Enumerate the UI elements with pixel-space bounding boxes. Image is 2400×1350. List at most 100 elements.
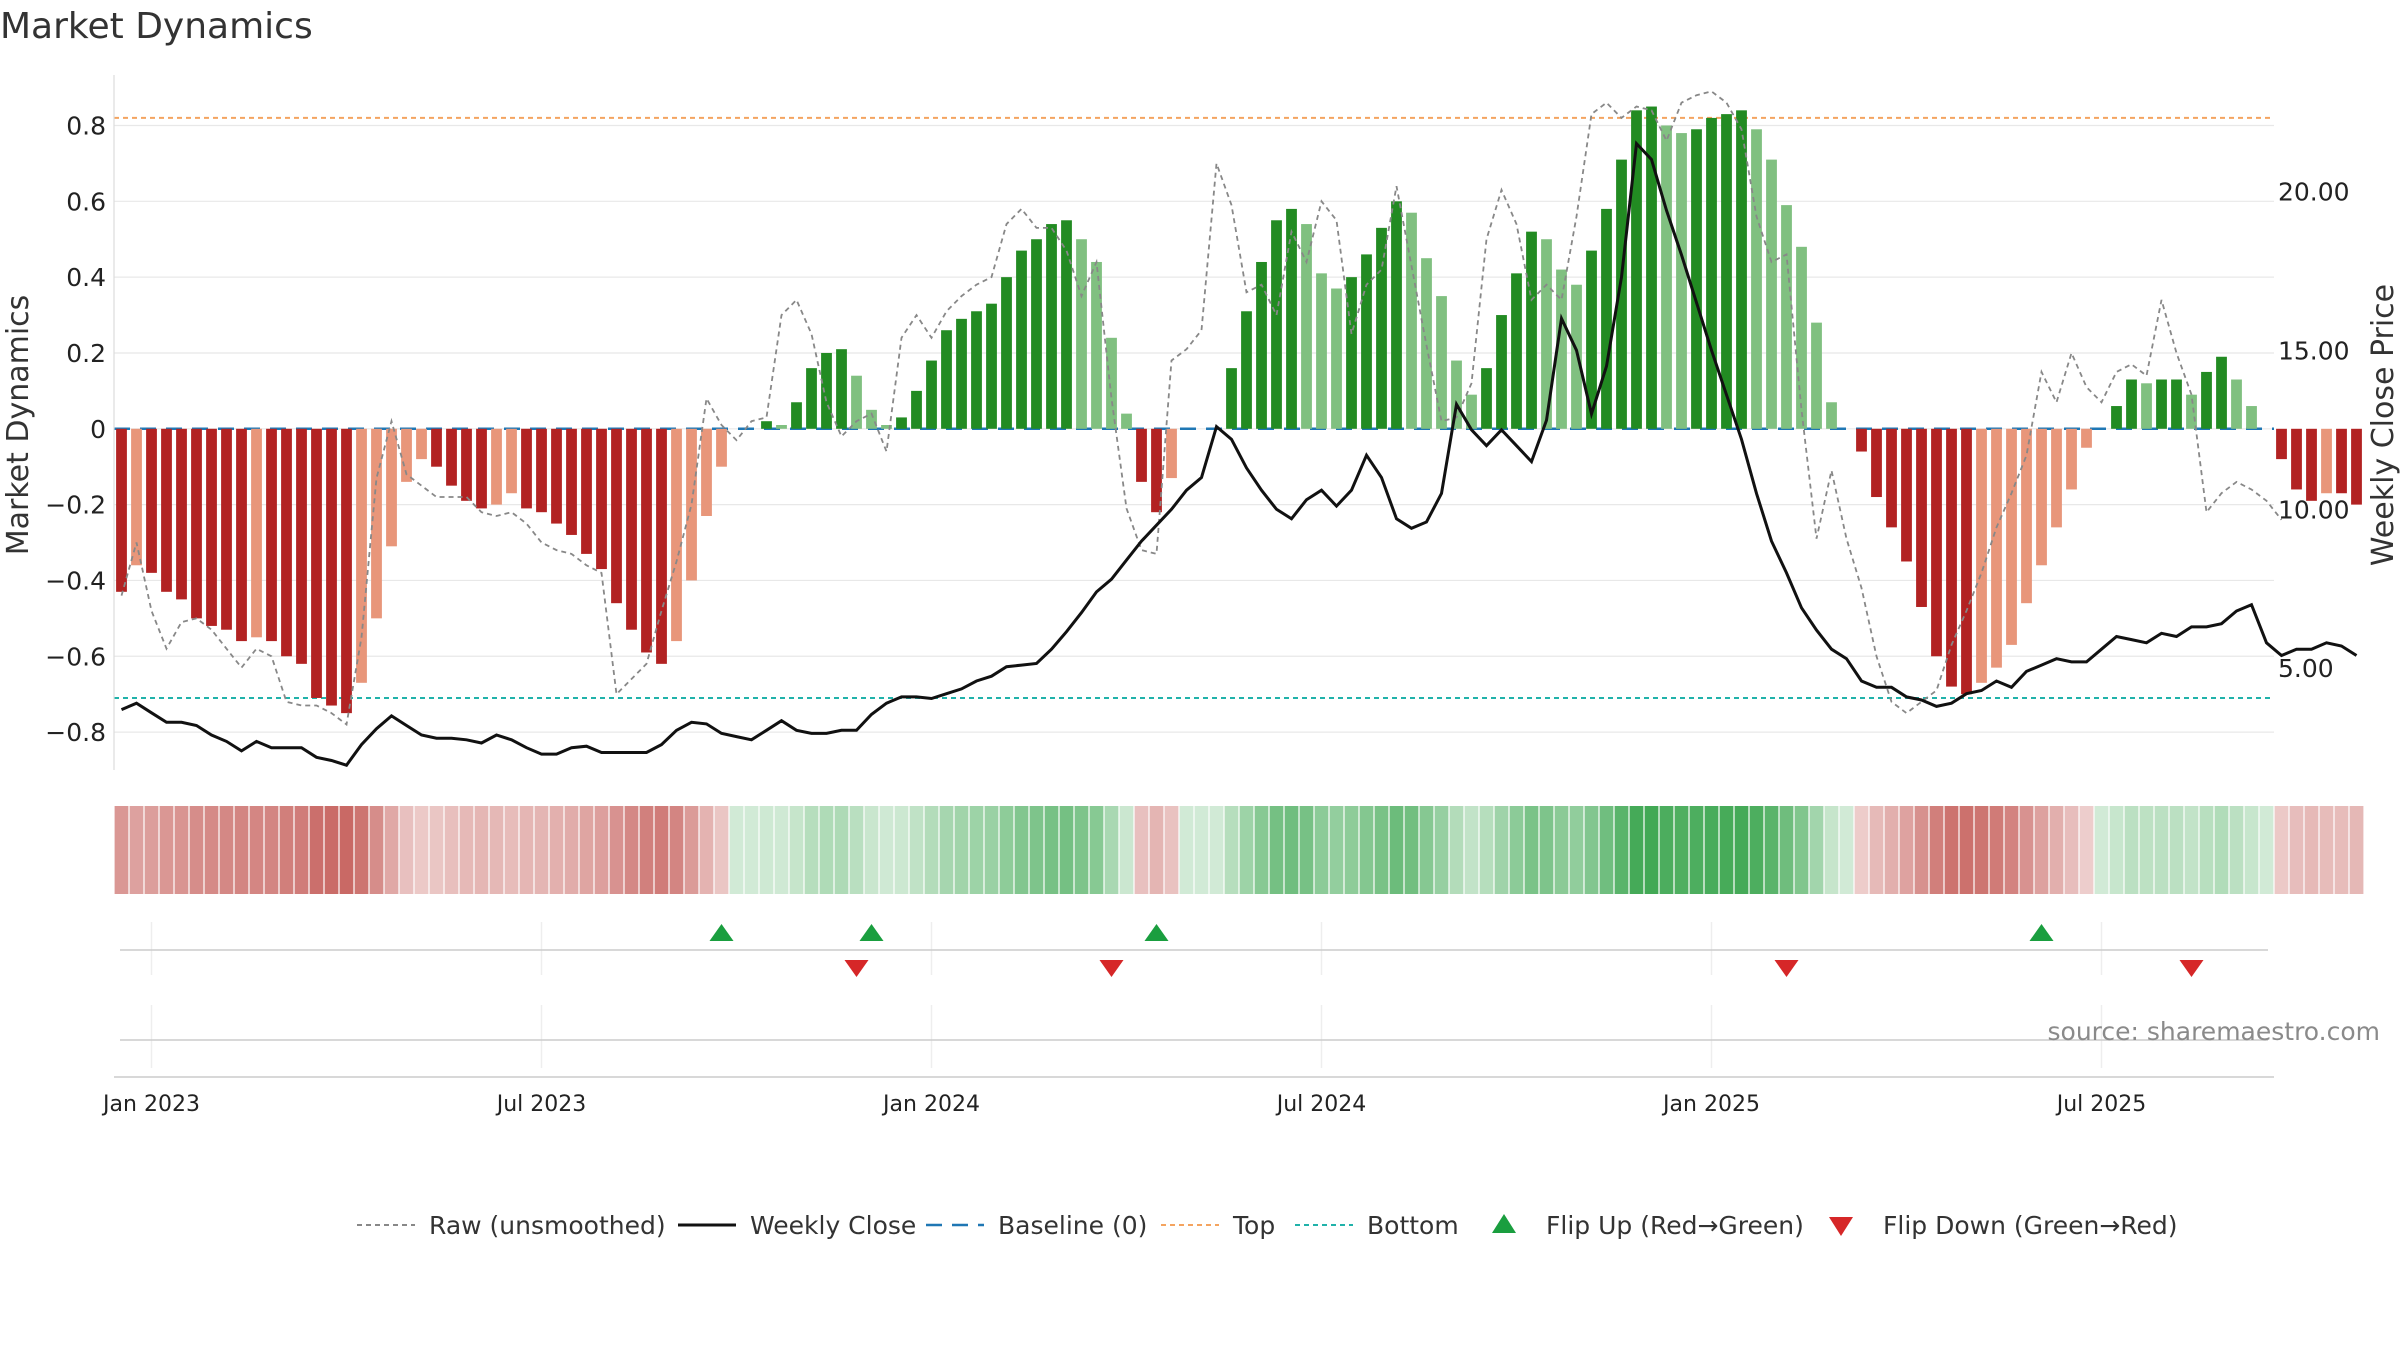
momentum-strip-cell bbox=[1074, 806, 1089, 894]
momentum-bar bbox=[596, 428, 607, 570]
momentum-bar bbox=[581, 428, 592, 554]
x-tick-label: Jan 2025 bbox=[1661, 1092, 1760, 1117]
y-tick-label: −0.4 bbox=[45, 566, 106, 595]
momentum-bar bbox=[2336, 428, 2347, 494]
momentum-bar bbox=[2171, 379, 2182, 429]
momentum-strip-cell bbox=[339, 806, 354, 894]
y-tick-label: 0 bbox=[90, 415, 106, 444]
momentum-strip-cell bbox=[219, 806, 234, 894]
momentum-strip-cell bbox=[2304, 806, 2319, 894]
momentum-strip-cell bbox=[1884, 806, 1899, 894]
momentum-strip-cell bbox=[2004, 806, 2019, 894]
momentum-bar bbox=[1676, 133, 1687, 429]
momentum-strip-cell bbox=[279, 806, 294, 894]
momentum-bar bbox=[1991, 428, 2002, 668]
momentum-bar bbox=[236, 428, 247, 642]
momentum-strip-cell bbox=[639, 806, 654, 894]
momentum-strip-cell bbox=[939, 806, 954, 894]
momentum-strip-cell bbox=[399, 806, 414, 894]
momentum-strip-cell bbox=[189, 806, 204, 894]
momentum-strip-cell bbox=[1089, 806, 1104, 894]
y2-tick-label: 15.00 bbox=[2278, 336, 2350, 365]
momentum-strip-cell bbox=[2319, 806, 2334, 894]
momentum-strip-cell bbox=[1314, 806, 1329, 894]
momentum-strip-cell bbox=[2124, 806, 2139, 894]
momentum-bar bbox=[566, 428, 577, 535]
legend-baseline: Baseline (0) bbox=[926, 1211, 1147, 1240]
momentum-bar bbox=[251, 428, 262, 638]
momentum-strip-cell bbox=[894, 806, 909, 894]
momentum-bar bbox=[221, 428, 232, 630]
momentum-bar bbox=[311, 428, 322, 698]
momentum-strip-cell bbox=[459, 806, 474, 894]
momentum-bar bbox=[1796, 246, 1807, 429]
momentum-strip-cell bbox=[1329, 806, 1344, 894]
momentum-bar bbox=[1811, 322, 1822, 429]
legend-weekly-close-label: Weekly Close bbox=[750, 1211, 916, 1240]
momentum-bar bbox=[1166, 428, 1177, 479]
momentum-strip-cell bbox=[204, 806, 219, 894]
momentum-strip-cell bbox=[1224, 806, 1239, 894]
momentum-strip-cell bbox=[1944, 806, 1959, 894]
y2-axis-label: Weekly Close Price bbox=[2366, 284, 2400, 566]
momentum-strip-cell bbox=[1899, 806, 1914, 894]
momentum-strip-cell bbox=[1824, 806, 1839, 894]
momentum-bar bbox=[371, 428, 382, 619]
momentum-strip-cell bbox=[1419, 806, 1434, 894]
momentum-bar bbox=[536, 428, 547, 513]
legend-top-label: Top bbox=[1232, 1211, 1275, 1240]
momentum-bar bbox=[716, 428, 727, 467]
legend-flip-up-label: Flip Up (Red→Green) bbox=[1546, 1211, 1804, 1240]
momentum-bar bbox=[2141, 383, 2152, 429]
momentum-strip-cell bbox=[1809, 806, 1824, 894]
momentum-strip-cell bbox=[1149, 806, 1164, 894]
momentum-bar bbox=[2021, 428, 2032, 604]
momentum-strip-cell bbox=[1449, 806, 1464, 894]
y-tick-label: 0.8 bbox=[66, 111, 106, 140]
momentum-strip-cell bbox=[2184, 806, 2199, 894]
momentum-bar bbox=[2216, 356, 2227, 429]
momentum-bar bbox=[146, 428, 157, 573]
momentum-bar bbox=[356, 428, 367, 683]
momentum-bar bbox=[761, 421, 772, 429]
momentum-strip-cell bbox=[1284, 806, 1299, 894]
momentum-strip-cell bbox=[1704, 806, 1719, 894]
momentum-bar bbox=[701, 428, 712, 516]
momentum-bar bbox=[1631, 110, 1642, 429]
x-tick-label: Jul 2025 bbox=[2055, 1092, 2147, 1117]
momentum-bar bbox=[956, 318, 967, 429]
momentum-strip-cell bbox=[699, 806, 714, 894]
momentum-strip-cell bbox=[2289, 806, 2304, 894]
momentum-bar bbox=[896, 417, 907, 429]
momentum-bar bbox=[866, 409, 877, 429]
momentum-strip-cell bbox=[1584, 806, 1599, 894]
momentum-bar bbox=[971, 311, 982, 429]
momentum-strip-cell bbox=[2109, 806, 2124, 894]
momentum-bar bbox=[446, 428, 457, 486]
momentum-bar bbox=[1886, 428, 1897, 528]
momentum-bar bbox=[1751, 129, 1762, 429]
momentum-strip-cell bbox=[1524, 806, 1539, 894]
momentum-bar bbox=[626, 428, 637, 630]
momentum-strip-cell bbox=[1434, 806, 1449, 894]
momentum-bar bbox=[2156, 379, 2167, 429]
momentum-bar bbox=[2291, 428, 2302, 490]
grid-layer bbox=[114, 124, 2274, 1068]
legend: Raw (unsmoothed) Weekly Close Baseline (0)… bbox=[357, 1211, 2178, 1240]
momentum-bar bbox=[776, 425, 787, 429]
momentum-bar bbox=[836, 349, 847, 429]
momentum-bar bbox=[461, 428, 472, 501]
legend-flip-up: Flip Up (Red→Green) bbox=[1492, 1211, 1804, 1240]
momentum-strip-cell bbox=[789, 806, 804, 894]
momentum-bar bbox=[1871, 428, 1882, 498]
momentum-strip bbox=[114, 806, 2364, 894]
momentum-bar bbox=[686, 428, 697, 581]
momentum-strip-cell bbox=[729, 806, 744, 894]
momentum-strip-cell bbox=[1239, 806, 1254, 894]
momentum-bar bbox=[2276, 428, 2287, 460]
momentum-strip-cell bbox=[2019, 806, 2034, 894]
momentum-strip-cell bbox=[804, 806, 819, 894]
momentum-strip-cell bbox=[1599, 806, 1614, 894]
momentum-strip-cell bbox=[1014, 806, 1029, 894]
momentum-bar bbox=[881, 425, 892, 429]
